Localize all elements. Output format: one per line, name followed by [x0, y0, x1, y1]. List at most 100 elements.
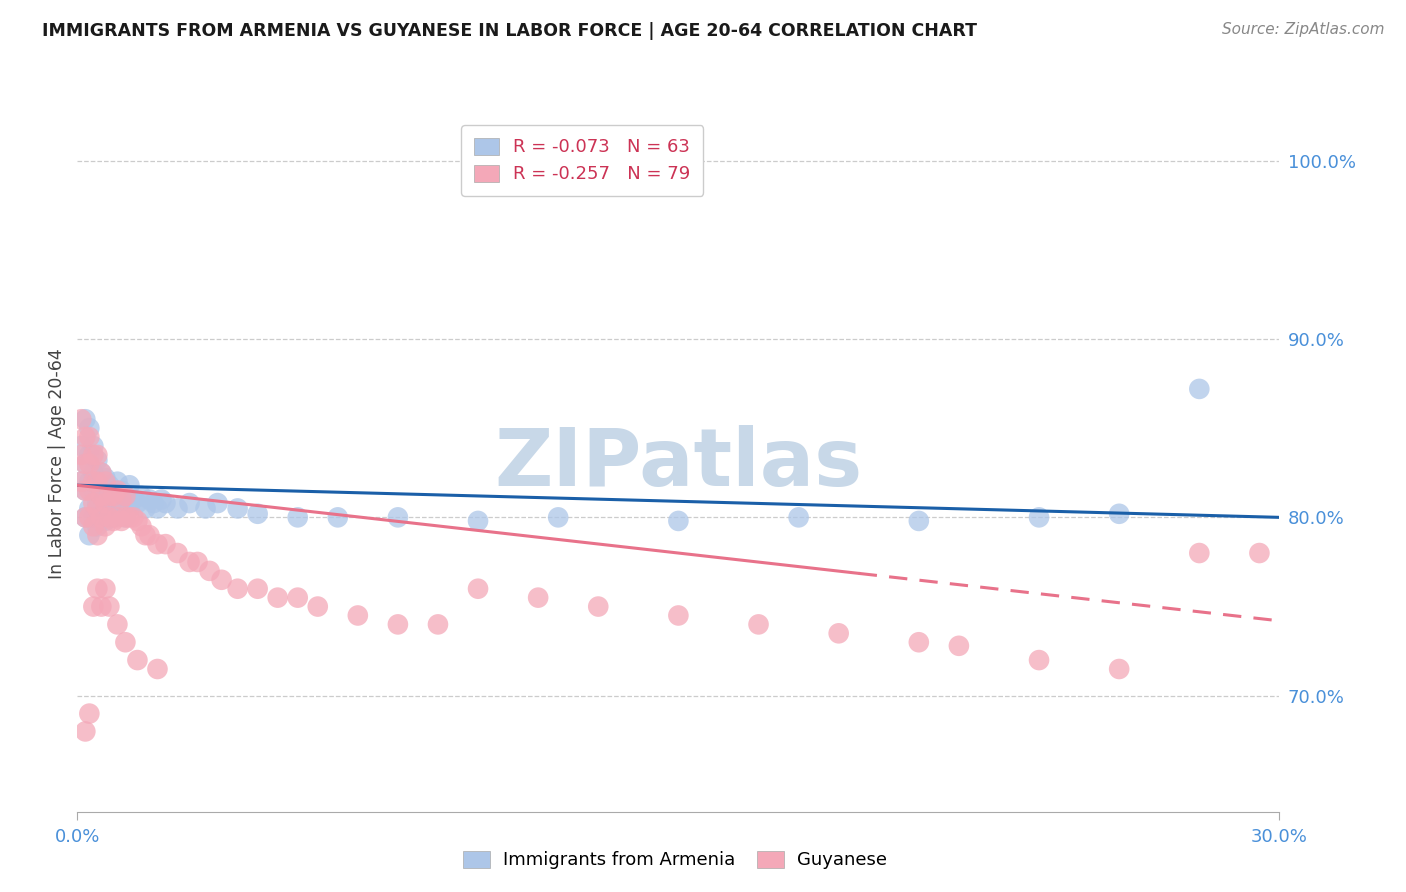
Point: [118, 501, 141, 516]
Point: [94, 582, 117, 596]
Point: [828, 626, 851, 640]
Point: [307, 599, 329, 614]
Point: [1249, 546, 1271, 560]
Point: [82, 483, 104, 498]
Point: [94, 519, 117, 533]
Point: [588, 599, 610, 614]
Point: [127, 653, 149, 667]
Point: [1108, 662, 1130, 676]
Point: [122, 492, 145, 507]
Point: [86, 496, 108, 510]
Point: [146, 662, 169, 676]
Point: [127, 514, 149, 528]
Point: [79, 528, 101, 542]
Point: [387, 510, 409, 524]
Point: [326, 510, 349, 524]
Point: [82, 466, 104, 480]
Point: [79, 483, 101, 498]
Point: [86, 528, 108, 542]
Legend: Immigrants from Armenia, Guyanese: Immigrants from Armenia, Guyanese: [454, 842, 896, 879]
Point: [118, 478, 141, 492]
Point: [98, 510, 121, 524]
Point: [70, 475, 93, 489]
Point: [90, 510, 112, 524]
Point: [122, 510, 145, 524]
Point: [246, 507, 269, 521]
Point: [82, 448, 104, 462]
Point: [107, 483, 129, 498]
Point: [79, 475, 101, 489]
Point: [134, 501, 156, 516]
Point: [90, 489, 112, 503]
Point: [86, 501, 108, 516]
Point: [166, 546, 188, 560]
Point: [155, 537, 177, 551]
Point: [1188, 546, 1211, 560]
Point: [127, 496, 149, 510]
Point: [211, 573, 233, 587]
Point: [114, 489, 136, 503]
Point: [103, 489, 125, 503]
Legend: R = -0.073   N = 63, R = -0.257   N = 79: R = -0.073 N = 63, R = -0.257 N = 79: [461, 125, 703, 196]
Point: [70, 475, 93, 489]
Point: [79, 501, 101, 516]
Point: [86, 475, 108, 489]
Point: [114, 635, 136, 649]
Text: IMMIGRANTS FROM ARMENIA VS GUYANESE IN LABOR FORCE | AGE 20-64 CORRELATION CHART: IMMIGRANTS FROM ARMENIA VS GUYANESE IN L…: [42, 22, 977, 40]
Point: [131, 519, 153, 533]
Point: [90, 510, 112, 524]
Point: [79, 448, 101, 462]
Point: [155, 496, 177, 510]
Point: [107, 510, 129, 524]
Point: [94, 471, 117, 485]
Point: [90, 489, 112, 503]
Point: [94, 475, 117, 489]
Point: [387, 617, 409, 632]
Point: [1028, 510, 1050, 524]
Point: [82, 475, 104, 489]
Point: [86, 453, 108, 467]
Y-axis label: In Labor Force | Age 20-64: In Labor Force | Age 20-64: [48, 349, 66, 579]
Point: [75, 510, 97, 524]
Point: [347, 608, 370, 623]
Point: [908, 635, 931, 649]
Point: [110, 483, 132, 498]
Point: [427, 617, 450, 632]
Point: [98, 599, 121, 614]
Point: [103, 483, 125, 498]
Point: [82, 599, 104, 614]
Point: [668, 608, 690, 623]
Point: [79, 421, 101, 435]
Text: Source: ZipAtlas.com: Source: ZipAtlas.com: [1222, 22, 1385, 37]
Point: [146, 501, 169, 516]
Point: [70, 412, 93, 426]
Point: [110, 505, 132, 519]
Point: [287, 510, 309, 524]
Point: [198, 564, 221, 578]
Point: [79, 510, 101, 524]
Point: [146, 537, 169, 551]
Point: [86, 519, 108, 533]
Point: [267, 591, 290, 605]
Point: [98, 489, 121, 503]
Point: [118, 510, 141, 524]
Point: [86, 448, 108, 462]
Point: [90, 599, 112, 614]
Point: [70, 448, 93, 462]
Point: [668, 514, 690, 528]
Point: [94, 514, 117, 528]
Point: [467, 582, 489, 596]
Point: [86, 475, 108, 489]
Point: [90, 466, 112, 480]
Point: [103, 514, 125, 528]
Point: [79, 430, 101, 444]
Point: [79, 706, 101, 721]
Point: [107, 617, 129, 632]
Point: [103, 510, 125, 524]
Point: [246, 582, 269, 596]
Point: [75, 457, 97, 471]
Point: [75, 510, 97, 524]
Point: [1188, 382, 1211, 396]
Point: [114, 510, 136, 524]
Point: [82, 519, 104, 533]
